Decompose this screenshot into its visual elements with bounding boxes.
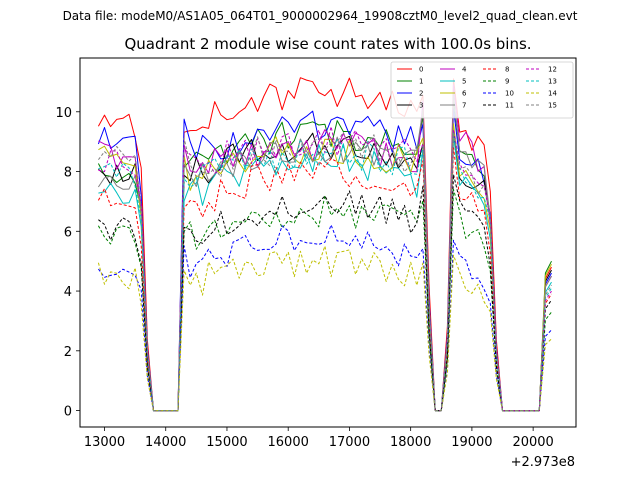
x-tick-label: 13000 [84, 435, 125, 450]
legend-label-15: 15 [548, 102, 557, 110]
series-layer [97, 77, 552, 412]
y-tick-label: 0 [64, 405, 72, 420]
series-line-15 [98, 131, 552, 412]
x-offset-text: +2.973e8 [511, 455, 575, 470]
legend-label-3: 3 [419, 102, 423, 110]
legend-label-11: 11 [505, 102, 514, 110]
series-line-11 [98, 174, 552, 412]
legend-label-2: 2 [419, 90, 423, 98]
x-axis: 13000 14000 15000 16000 17000 18000 19000 20000 [84, 427, 554, 450]
chart-title: Quadrant 2 module wise count rates with … [124, 35, 531, 53]
x-tick-label: 17000 [329, 435, 370, 450]
legend-label-6: 6 [462, 90, 467, 98]
y-tick-label: 2 [64, 345, 72, 360]
x-tick-label: 14000 [145, 435, 186, 450]
legend-label-8: 8 [505, 66, 509, 74]
x-tick-label: 18000 [390, 435, 431, 450]
x-tick-label: 20000 [512, 435, 553, 450]
x-tick-label: 15000 [206, 435, 247, 450]
x-tick-label: 19000 [451, 435, 492, 450]
y-axis: 0 2 4 6 8 10 [55, 106, 80, 420]
y-tick-label: 4 [64, 285, 72, 300]
legend-label-1: 1 [419, 78, 423, 86]
figure-suptitle: Data file: modeM0/AS1A05_064T01_90000029… [63, 9, 578, 23]
legend-label-9: 9 [505, 78, 509, 86]
legend-label-14: 14 [548, 90, 557, 98]
legend-label-7: 7 [462, 102, 466, 110]
y-tick-label: 6 [64, 225, 72, 240]
axes-frame [79, 57, 577, 428]
legend-label-10: 10 [505, 90, 514, 98]
legend-label-5: 5 [462, 78, 466, 86]
x-tick-label: 16000 [268, 435, 309, 450]
y-tick-label: 10 [55, 106, 72, 121]
axes-background [80, 58, 576, 427]
y-tick-label: 8 [64, 166, 72, 181]
legend-label-4: 4 [462, 66, 467, 74]
legend-label-0: 0 [419, 66, 423, 74]
legend-label-12: 12 [548, 66, 557, 74]
legend-label-13: 13 [548, 78, 557, 86]
legend-frame [390, 61, 574, 119]
